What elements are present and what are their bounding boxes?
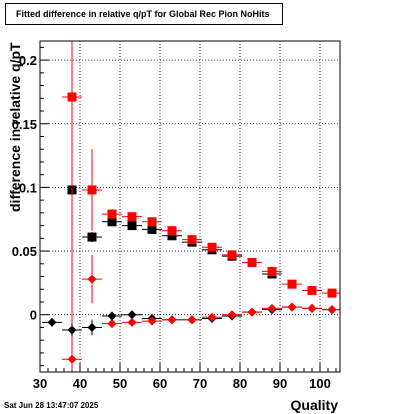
data-point-diamond — [127, 317, 137, 327]
data-point-square — [327, 288, 337, 298]
data-point-square — [307, 286, 317, 296]
x-tick-label: 30 — [33, 376, 47, 391]
data-point-square — [167, 226, 177, 236]
y-tick-label: 0 — [30, 308, 37, 323]
data-point-diamond — [47, 317, 57, 327]
data-point-diamond — [87, 322, 97, 332]
data-point-square — [227, 250, 237, 260]
data-point-square — [67, 92, 77, 102]
data-point-square — [87, 185, 97, 195]
data-point-diamond — [247, 307, 257, 317]
tick-layer: 30 40 50 60 70 80 90 100 0 0.05 0.1 0.15 0.2 — [12, 46, 337, 391]
data-point-diamond — [167, 315, 177, 325]
x-tick-label: 40 — [73, 376, 87, 391]
x-tick-label: 70 — [193, 376, 207, 391]
data-point-square — [187, 235, 197, 245]
data-point-square — [127, 212, 137, 222]
data-point-diamond — [267, 303, 277, 313]
data-point-diamond — [67, 354, 77, 364]
data-point-square — [267, 266, 277, 276]
x-tick-label: 80 — [233, 376, 247, 391]
data-point-diamond — [307, 303, 317, 313]
grid-layer — [40, 41, 340, 372]
x-tick-label: 100 — [309, 376, 331, 391]
data-point-diamond — [147, 316, 157, 326]
data-point-square — [247, 258, 257, 268]
data-point-diamond — [67, 325, 77, 335]
x-tick-label: 50 — [113, 376, 127, 391]
x-axis-label: Quality — [290, 397, 338, 413]
data-point-diamond — [107, 311, 117, 321]
data-point-diamond — [207, 312, 217, 322]
y-tick-label: 0.15 — [12, 117, 37, 132]
data-point-diamond — [107, 319, 117, 329]
data-point-diamond — [87, 274, 97, 284]
data-point-square — [107, 217, 117, 227]
data-point-square — [127, 221, 137, 231]
data-point-square — [87, 232, 97, 242]
data-point-diamond — [327, 305, 337, 315]
x-tick-label: 90 — [273, 376, 287, 391]
series-2 — [62, 41, 340, 371]
chart-title-box: Fitted difference in relative q/pT for G… — [5, 3, 283, 25]
data-layer — [42, 41, 340, 371]
y-axis-label: difference in relative q/pT — [7, 42, 23, 212]
data-point-diamond — [127, 310, 137, 320]
data-point-square — [167, 231, 177, 241]
x-tick-label: 60 — [153, 376, 167, 391]
data-point-square — [207, 242, 217, 252]
chart-title: Fitted difference in relative q/pT for G… — [16, 9, 270, 19]
timestamp-label: Sat Jun 28 13:47:07 2025 — [4, 401, 99, 410]
series-4 — [62, 254, 340, 366]
data-point-diamond — [187, 315, 197, 325]
data-point-square — [107, 209, 117, 219]
plot-frame — [39, 40, 341, 373]
data-point-diamond — [287, 302, 297, 312]
data-point-square — [147, 224, 157, 234]
y-tick-label: 0.05 — [12, 244, 37, 259]
data-point-square — [147, 217, 157, 227]
data-point-square — [287, 279, 297, 289]
data-point-diamond — [227, 310, 237, 320]
y-tick-label: 0.2 — [19, 53, 37, 68]
y-tick-label: 0.1 — [19, 180, 37, 195]
